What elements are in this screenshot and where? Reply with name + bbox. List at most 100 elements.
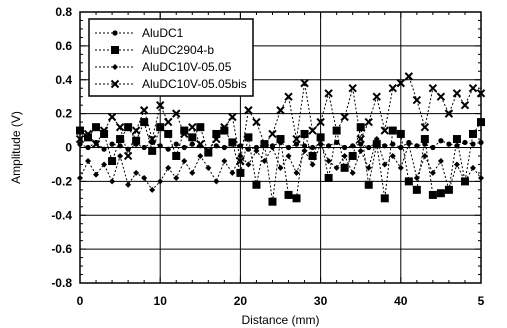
data-point bbox=[285, 144, 292, 151]
data-point bbox=[309, 144, 316, 151]
data-point bbox=[83, 129, 93, 139]
legend-item: AluDC10V-05.05bis bbox=[95, 77, 247, 91]
series-2 bbox=[76, 118, 485, 206]
data-point bbox=[228, 112, 237, 122]
data-point bbox=[197, 152, 204, 159]
data-point bbox=[236, 168, 245, 177]
data-point bbox=[412, 95, 422, 105]
series-line bbox=[79, 120, 482, 202]
data-point bbox=[188, 133, 197, 142]
data-point bbox=[107, 112, 117, 122]
series-4 bbox=[75, 72, 486, 166]
data-point bbox=[212, 129, 221, 138]
data-point bbox=[101, 161, 108, 168]
data-point bbox=[341, 152, 348, 159]
data-point bbox=[221, 158, 228, 165]
data-point bbox=[366, 144, 372, 151]
data-point bbox=[157, 143, 163, 149]
y-tick-label: 0.2 bbox=[55, 107, 72, 121]
data-point bbox=[157, 178, 164, 185]
data-point bbox=[334, 139, 340, 146]
data-point bbox=[398, 144, 404, 151]
series-3 bbox=[77, 136, 484, 193]
data-point bbox=[109, 141, 115, 147]
data-point bbox=[324, 173, 333, 182]
data-point bbox=[436, 92, 446, 101]
data-point bbox=[165, 164, 172, 171]
data-point bbox=[349, 169, 356, 176]
y-tick-label: 0 bbox=[65, 141, 72, 155]
data-point bbox=[115, 122, 125, 132]
data-point bbox=[381, 161, 388, 168]
data-point bbox=[139, 106, 149, 115]
y-tick-label: -0.4 bbox=[51, 208, 72, 222]
data-point bbox=[317, 141, 324, 148]
data-point bbox=[244, 133, 253, 142]
y-tick-label: -0.6 bbox=[51, 242, 72, 256]
data-point bbox=[428, 190, 437, 199]
y-tick-label: -0.8 bbox=[51, 276, 72, 290]
data-point bbox=[292, 134, 301, 144]
data-point bbox=[350, 143, 356, 149]
data-point bbox=[292, 194, 301, 203]
x-tick-label: 0 bbox=[77, 294, 84, 308]
data-point bbox=[348, 84, 357, 93]
data-point bbox=[189, 169, 196, 176]
x-tick-label: 5 bbox=[478, 294, 485, 308]
data-point bbox=[229, 169, 236, 176]
legend: AluDC1 AluDC2904-b AluDC10V-05.05 AluDC10V-… bbox=[88, 18, 254, 97]
data-point bbox=[221, 144, 227, 151]
data-point bbox=[372, 92, 381, 101]
data-point bbox=[117, 143, 123, 149]
data-point bbox=[356, 134, 365, 144]
legend-label: AluDC10V-05.05 bbox=[142, 60, 232, 74]
y-tick-label: 0.8 bbox=[55, 5, 72, 19]
data-point bbox=[333, 164, 340, 171]
data-point bbox=[308, 151, 317, 160]
data-point bbox=[285, 152, 292, 159]
data-point bbox=[420, 135, 429, 144]
data-point bbox=[173, 174, 180, 181]
data-point bbox=[300, 78, 309, 88]
data-point bbox=[404, 177, 413, 186]
x-tick-label: 40 bbox=[394, 294, 408, 308]
data-point bbox=[180, 129, 189, 139]
data-point bbox=[213, 178, 220, 185]
data-point bbox=[261, 158, 268, 165]
data-point bbox=[220, 122, 229, 132]
legend-label: AluDC2904-b bbox=[142, 43, 214, 57]
data-point bbox=[84, 133, 93, 142]
data-point bbox=[364, 180, 373, 189]
data-point bbox=[326, 143, 332, 149]
data-point bbox=[430, 144, 436, 151]
data-point bbox=[125, 181, 132, 188]
data-point bbox=[373, 136, 380, 143]
data-point bbox=[332, 126, 341, 135]
data-point bbox=[421, 152, 428, 159]
data-point bbox=[268, 197, 277, 206]
data-point bbox=[245, 146, 252, 152]
data-point bbox=[253, 144, 260, 151]
data-point bbox=[469, 164, 476, 171]
data-point bbox=[468, 84, 478, 93]
series-line bbox=[79, 140, 482, 152]
data-point bbox=[300, 129, 309, 138]
data-point bbox=[244, 106, 253, 115]
data-point bbox=[293, 141, 300, 147]
data-point bbox=[453, 161, 460, 168]
data-point bbox=[220, 126, 229, 135]
data-point bbox=[236, 156, 245, 166]
data-point bbox=[204, 148, 213, 157]
data-point bbox=[460, 100, 470, 110]
data-point bbox=[269, 144, 276, 151]
data-point bbox=[276, 106, 285, 115]
data-point bbox=[309, 161, 316, 168]
data-point bbox=[389, 152, 396, 159]
data-point bbox=[404, 72, 414, 81]
data-point bbox=[325, 158, 332, 165]
data-point bbox=[85, 144, 91, 151]
data-point bbox=[356, 123, 365, 132]
data-point bbox=[173, 141, 179, 147]
data-point bbox=[181, 158, 188, 165]
